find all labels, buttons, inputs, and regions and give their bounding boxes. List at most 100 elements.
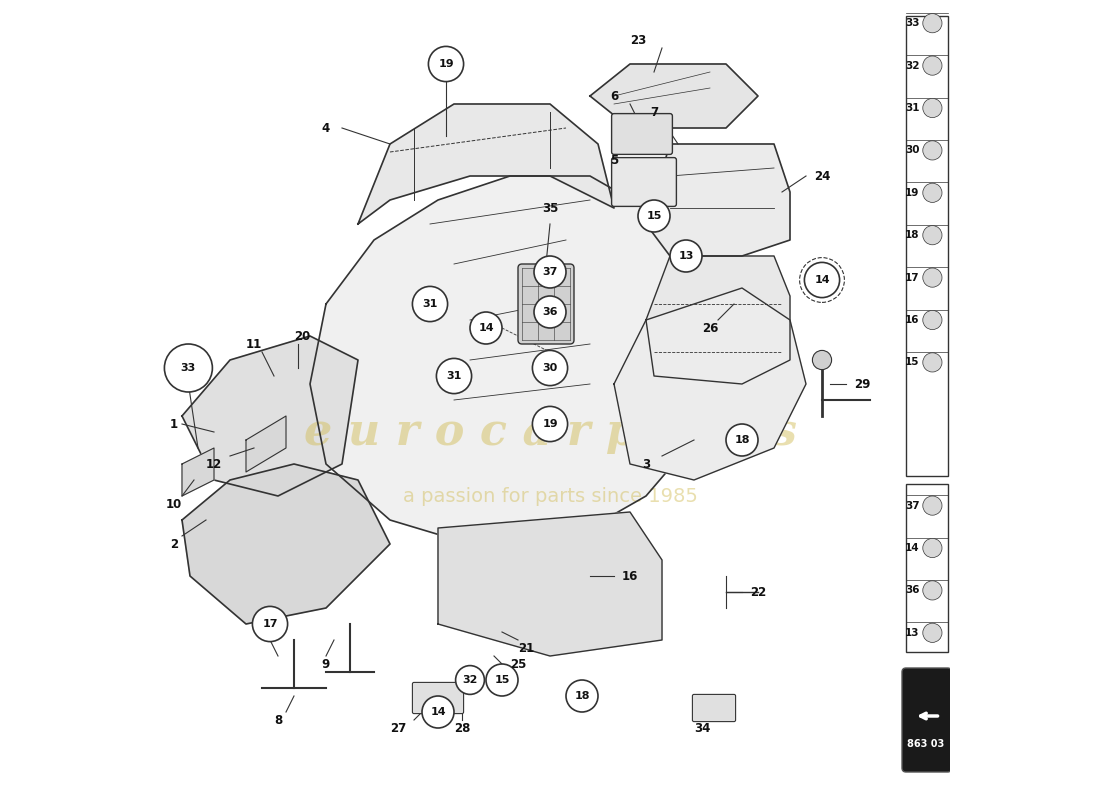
Text: 14: 14 — [478, 323, 494, 333]
Circle shape — [923, 581, 942, 600]
Text: 28: 28 — [454, 722, 470, 734]
Circle shape — [428, 46, 463, 82]
Text: 14: 14 — [430, 707, 446, 717]
Text: 13: 13 — [679, 251, 694, 261]
Polygon shape — [246, 416, 286, 472]
Circle shape — [923, 141, 942, 160]
Text: 32: 32 — [905, 61, 920, 70]
FancyBboxPatch shape — [906, 484, 947, 652]
Text: 25: 25 — [509, 658, 526, 670]
Text: 15: 15 — [647, 211, 662, 221]
Circle shape — [923, 226, 942, 245]
Circle shape — [923, 310, 942, 330]
Text: 14: 14 — [814, 275, 829, 285]
Polygon shape — [438, 512, 662, 656]
Text: 15: 15 — [494, 675, 509, 685]
Text: 863 03: 863 03 — [908, 739, 945, 749]
Circle shape — [412, 286, 448, 322]
Text: 19: 19 — [905, 188, 920, 198]
Text: 9: 9 — [322, 658, 330, 670]
Text: 19: 19 — [438, 59, 454, 69]
FancyBboxPatch shape — [412, 682, 463, 714]
Circle shape — [566, 680, 598, 712]
Text: 6: 6 — [609, 90, 618, 102]
Text: 3: 3 — [642, 458, 650, 470]
Text: 16: 16 — [905, 315, 920, 325]
Text: 16: 16 — [621, 570, 638, 582]
Text: 1: 1 — [169, 418, 178, 430]
FancyBboxPatch shape — [612, 158, 676, 206]
Text: 5: 5 — [609, 154, 618, 166]
FancyBboxPatch shape — [902, 668, 952, 772]
Circle shape — [923, 98, 942, 118]
Text: 18: 18 — [905, 230, 920, 240]
Text: 31: 31 — [422, 299, 438, 309]
Text: 2: 2 — [169, 538, 178, 550]
Circle shape — [923, 183, 942, 202]
Text: 20: 20 — [294, 330, 310, 342]
Circle shape — [813, 350, 832, 370]
Text: 31: 31 — [447, 371, 462, 381]
Polygon shape — [614, 288, 806, 480]
Text: 33: 33 — [905, 18, 920, 28]
Text: 33: 33 — [180, 363, 196, 373]
Polygon shape — [310, 176, 694, 544]
FancyBboxPatch shape — [612, 114, 672, 154]
Text: 8: 8 — [274, 714, 282, 726]
Circle shape — [726, 424, 758, 456]
Text: 37: 37 — [905, 501, 920, 510]
Text: 34: 34 — [694, 722, 711, 734]
Text: 30: 30 — [542, 363, 558, 373]
Text: 18: 18 — [574, 691, 590, 701]
Text: 17: 17 — [905, 273, 920, 282]
Polygon shape — [182, 464, 390, 624]
Circle shape — [252, 606, 287, 642]
Circle shape — [638, 200, 670, 232]
Text: 27: 27 — [389, 722, 406, 734]
Circle shape — [804, 262, 839, 298]
Circle shape — [486, 664, 518, 696]
Text: 36: 36 — [542, 307, 558, 317]
Text: 10: 10 — [166, 498, 183, 510]
Circle shape — [534, 256, 566, 288]
Text: 14: 14 — [905, 543, 920, 553]
Circle shape — [437, 358, 472, 394]
Circle shape — [534, 296, 566, 328]
Circle shape — [923, 538, 942, 558]
Circle shape — [670, 240, 702, 272]
Text: 32: 32 — [462, 675, 477, 685]
Polygon shape — [182, 448, 214, 496]
Text: 19: 19 — [542, 419, 558, 429]
Polygon shape — [646, 144, 790, 256]
Text: 18: 18 — [735, 435, 750, 445]
Circle shape — [470, 312, 502, 344]
Text: 13: 13 — [905, 628, 920, 638]
Circle shape — [923, 353, 942, 372]
FancyBboxPatch shape — [518, 264, 574, 344]
Circle shape — [923, 56, 942, 75]
Text: 26: 26 — [702, 322, 718, 334]
Text: 23: 23 — [630, 34, 646, 46]
Polygon shape — [182, 336, 358, 496]
Text: 36: 36 — [905, 586, 920, 595]
Text: e u r o c a r p a r t s: e u r o c a r p a r t s — [304, 410, 796, 454]
Text: 11: 11 — [246, 338, 262, 350]
Text: 37: 37 — [542, 267, 558, 277]
Text: 31: 31 — [905, 103, 920, 113]
Text: 24: 24 — [814, 170, 830, 182]
Text: 22: 22 — [750, 586, 766, 598]
Circle shape — [532, 350, 568, 386]
Text: 30: 30 — [905, 146, 920, 155]
Polygon shape — [590, 64, 758, 128]
Circle shape — [532, 406, 568, 442]
Circle shape — [923, 496, 942, 515]
FancyBboxPatch shape — [906, 16, 947, 476]
Text: 17: 17 — [262, 619, 277, 629]
Circle shape — [923, 14, 942, 33]
Circle shape — [923, 268, 942, 287]
Text: 35: 35 — [542, 202, 558, 214]
Text: 7: 7 — [650, 106, 658, 118]
Polygon shape — [646, 256, 790, 384]
Text: 4: 4 — [322, 122, 330, 134]
Circle shape — [164, 344, 212, 392]
